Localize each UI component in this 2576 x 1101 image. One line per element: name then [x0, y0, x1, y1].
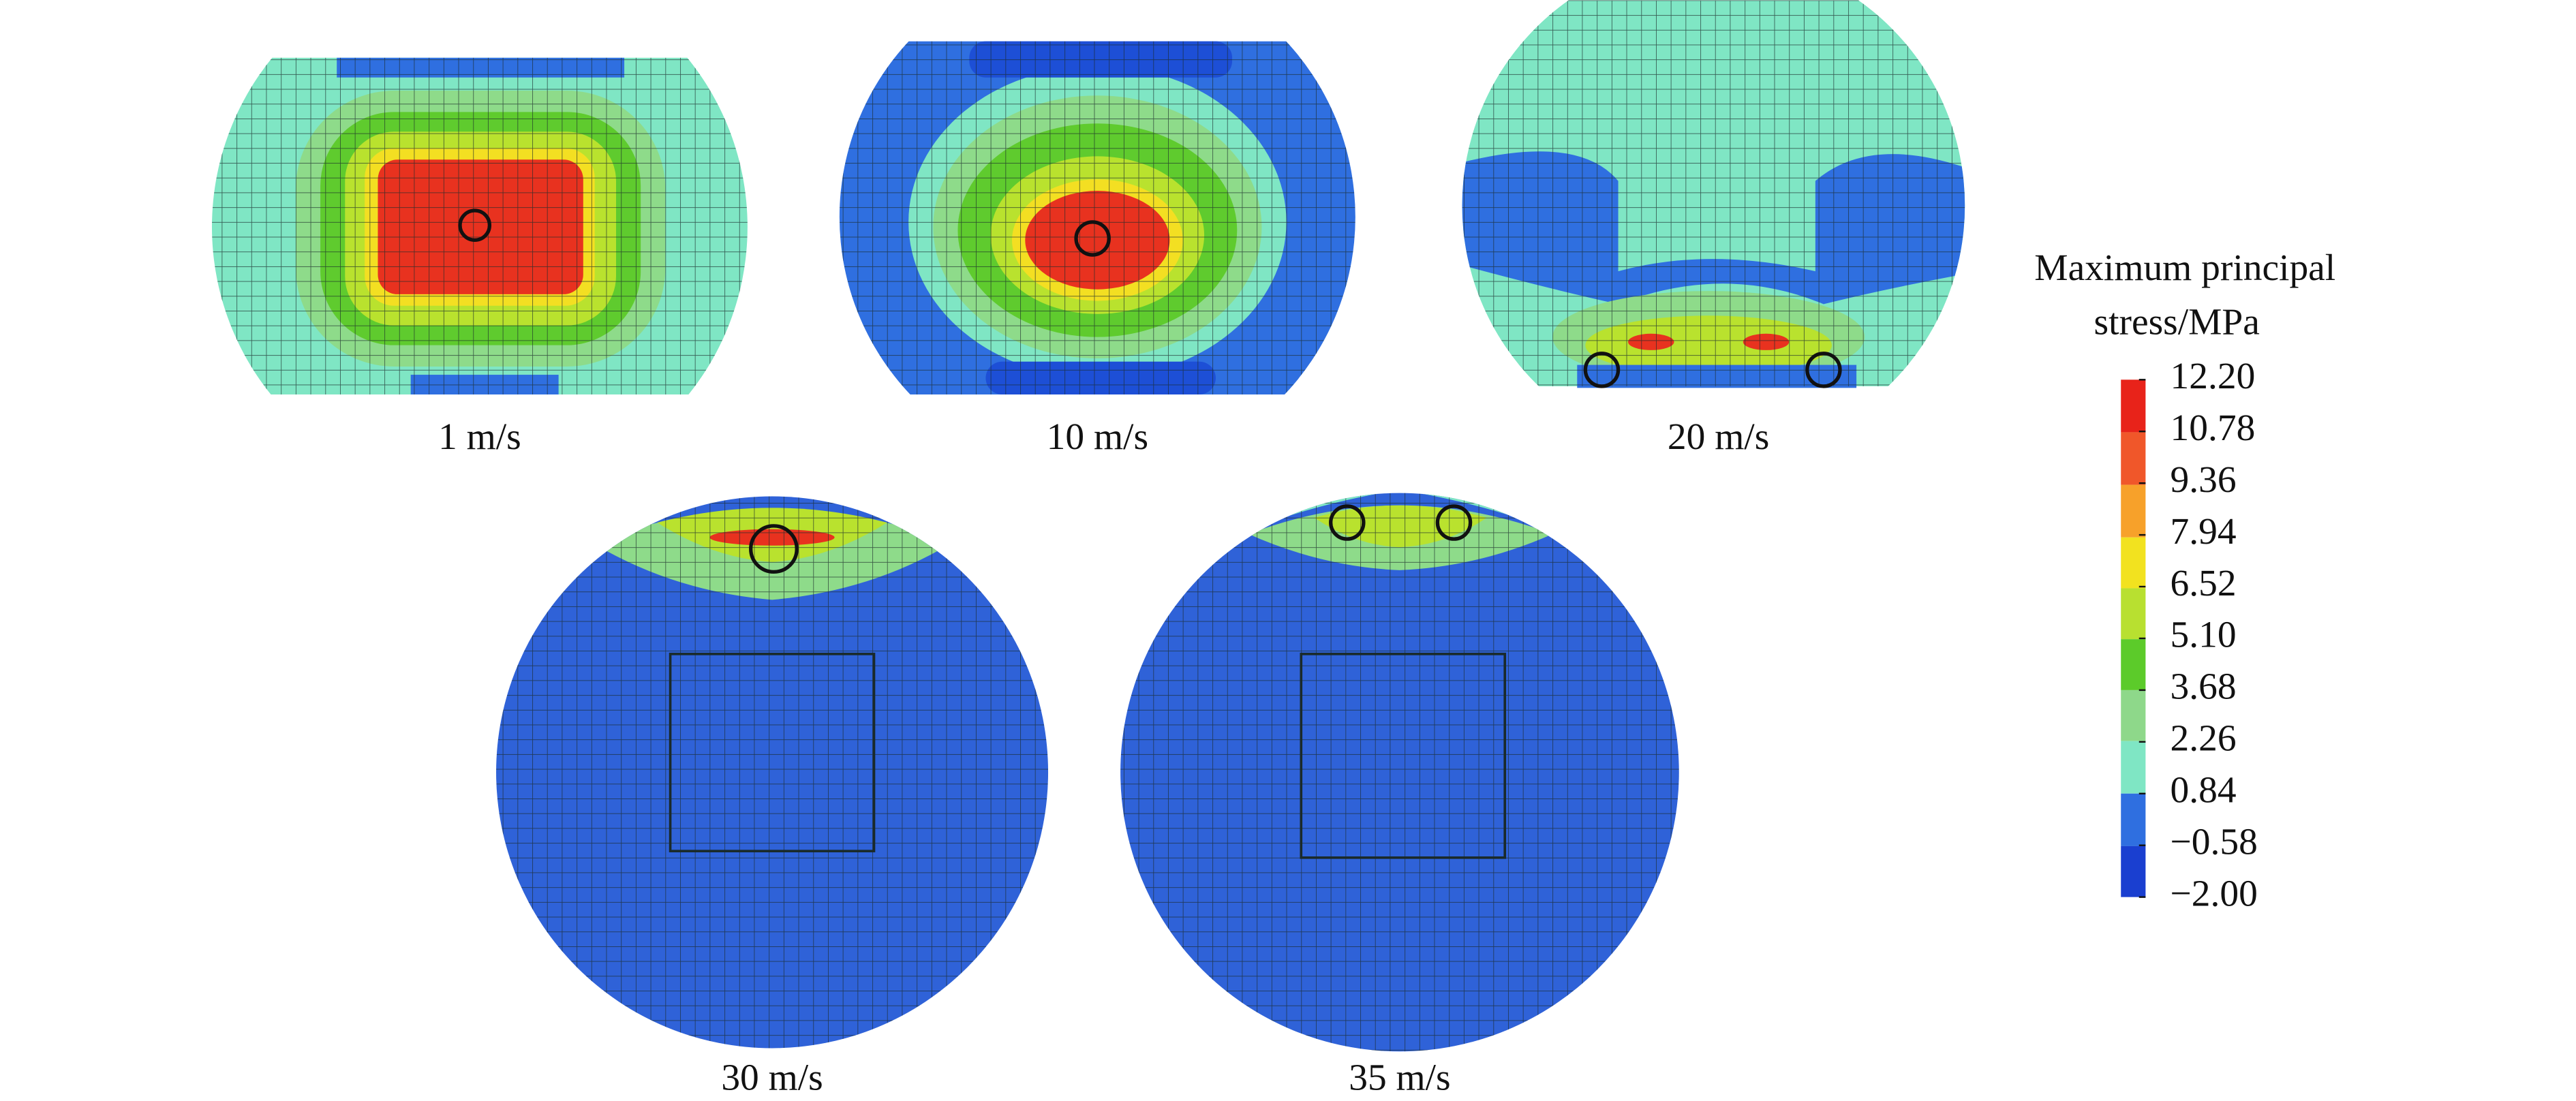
shape: [2121, 484, 2146, 538]
shape: [2121, 793, 2146, 846]
marker-circle: [1329, 504, 1366, 541]
marker-circle: [1074, 220, 1111, 257]
shape: [839, 41, 1355, 394]
shape: [1300, 653, 1507, 859]
panel-label: 20 m/s: [1668, 416, 1769, 457]
marker-circle: [749, 524, 799, 574]
legend-tick-label: 10.78: [2171, 407, 2256, 448]
marker-circle: [458, 208, 492, 243]
shape: [2121, 588, 2146, 640]
shape: [2121, 537, 2146, 589]
legend-tick-label: −0.58: [2171, 820, 2258, 862]
shape: [2121, 639, 2146, 690]
contour-panel: [1120, 493, 1679, 1052]
shape: [1120, 493, 1679, 1052]
shape: [2121, 432, 2146, 485]
marker-circle: [1435, 504, 1473, 541]
legend-tick-label: 2.26: [2171, 717, 2237, 759]
legend-tick-label: 12.20: [2171, 355, 2256, 397]
legend-tick-label: 6.52: [2171, 562, 2237, 604]
legend-title: stress/MPa: [2094, 300, 2260, 342]
shape: [1462, 0, 1965, 386]
panel-label: 1 m/s: [438, 416, 521, 457]
panel-label: 10 m/s: [1047, 416, 1148, 457]
contour-panel: [1462, 0, 1965, 388]
colorbar: [2121, 379, 2146, 897]
shape: [2121, 689, 2146, 741]
panel-label: 30 m/s: [721, 1056, 823, 1098]
legend-tick-label: 3.68: [2171, 666, 2237, 707]
marker-circle: [1583, 352, 1621, 388]
legend-tick-label: 7.94: [2171, 510, 2237, 552]
shape: [2121, 741, 2146, 794]
contour-panel: [839, 41, 1355, 394]
shape: [496, 496, 1049, 1049]
contour-panel: [496, 496, 1049, 1049]
shape: [669, 653, 876, 852]
shape: [2121, 846, 2146, 897]
legend-tick-label: 5.10: [2171, 614, 2237, 655]
legend-tick-label: 9.36: [2171, 459, 2237, 500]
legend-tick-label: 0.84: [2171, 769, 2237, 811]
legend-title: Maximum principal: [2034, 247, 2335, 288]
panel-label: 35 m/s: [1349, 1056, 1450, 1098]
shape: [2121, 379, 2146, 433]
contour-panel: [211, 57, 748, 394]
legend-tick-label: −2.00: [2171, 872, 2258, 914]
shape: [211, 57, 748, 394]
marker-circle: [1805, 352, 1842, 388]
